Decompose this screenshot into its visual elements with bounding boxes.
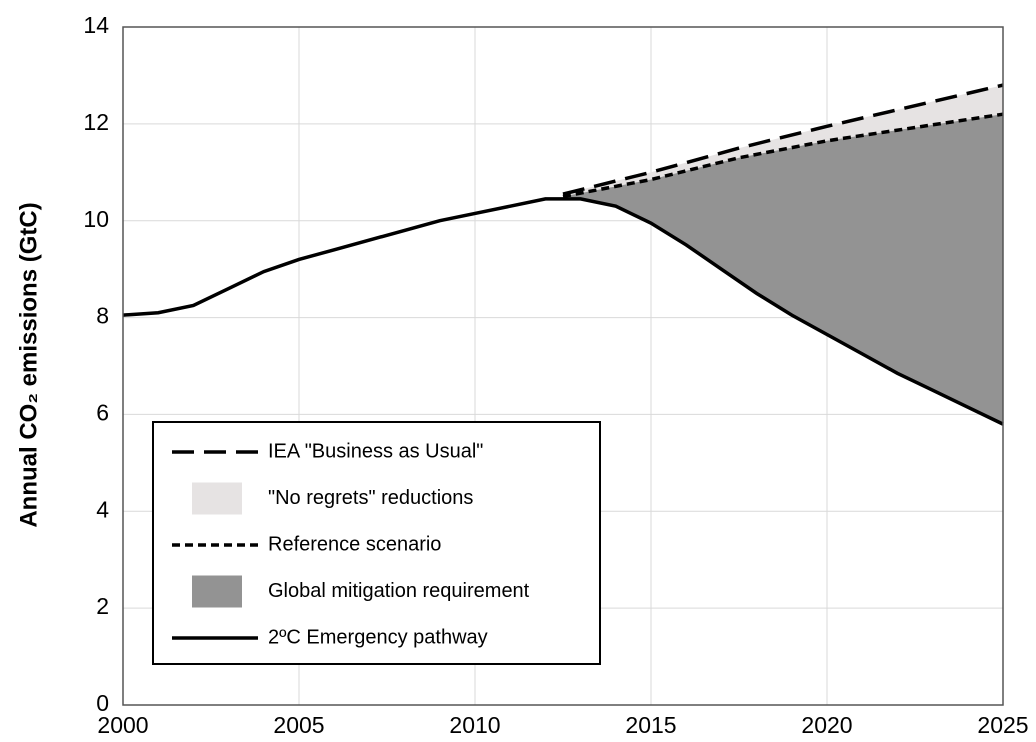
y-tick-label: 2 xyxy=(96,593,109,619)
y-tick-label: 4 xyxy=(96,496,109,522)
plot-frame xyxy=(122,26,1004,706)
line xyxy=(562,83,1004,196)
x-tick-label: 2005 xyxy=(273,712,324,738)
y-tick-label: 0 xyxy=(96,690,109,716)
y-tick-label: 12 xyxy=(83,109,109,135)
y-tick-label: 10 xyxy=(83,206,109,232)
legend-swatch xyxy=(192,575,242,608)
area xyxy=(563,85,1003,197)
x-tick-label: 2025 xyxy=(977,712,1028,738)
legend-box xyxy=(152,421,601,665)
y-tick-label: 8 xyxy=(96,303,109,329)
y-axis-label: Annual CO₂ emissions (GtC) xyxy=(15,202,42,527)
line xyxy=(122,197,1004,426)
legend-label: IEA "Business as Usual" xyxy=(268,440,483,462)
line xyxy=(562,112,1004,199)
y-tick-label: 14 xyxy=(83,12,109,38)
legend-label: "No regrets" reductions xyxy=(268,487,473,509)
x-tick-label: 2010 xyxy=(449,712,500,738)
y-tick-label: 6 xyxy=(96,400,109,426)
legend-swatch xyxy=(192,482,242,515)
legend-label: Reference scenario xyxy=(268,533,441,555)
legend-label: 2ºC Emergency pathway xyxy=(268,626,488,648)
area xyxy=(563,114,1003,425)
x-tick-label: 2000 xyxy=(97,712,148,738)
legend: IEA "Business as Usual" "No regrets" redu… xyxy=(152,421,601,665)
x-tick-label: 2015 xyxy=(625,712,676,738)
legend-label: Global mitigation requirement xyxy=(268,580,530,602)
x-tick-label: 2020 xyxy=(801,712,852,738)
